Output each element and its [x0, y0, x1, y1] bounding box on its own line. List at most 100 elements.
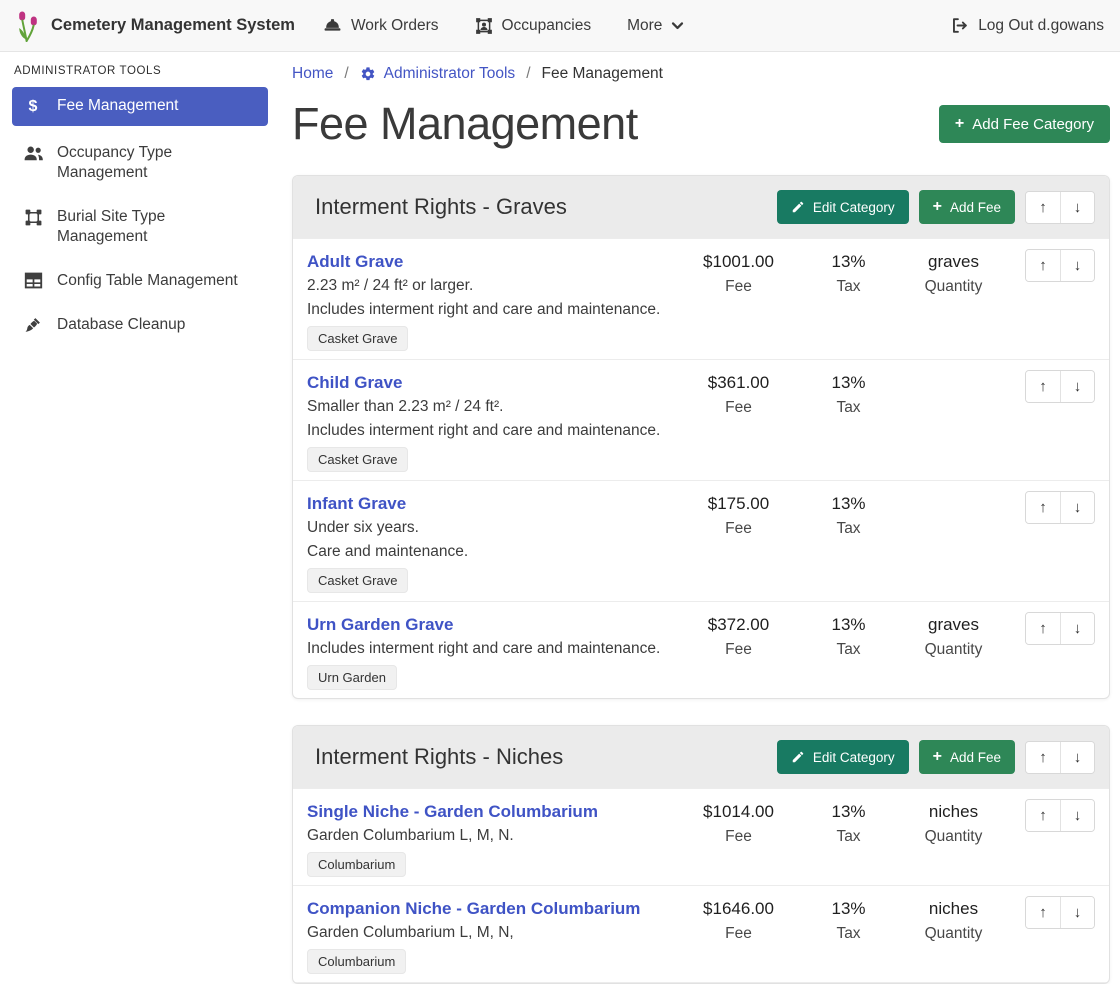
fee-rows: Single Niche - Garden Columbarium Garden… [293, 788, 1109, 983]
fee-badges: Casket Grave [307, 568, 676, 593]
fee-amount-label: Fee [725, 278, 752, 295]
add-fee-button[interactable]: + Add Fee [918, 190, 1015, 224]
fee-amount-label: Fee [725, 925, 752, 942]
fee-type-badge: Casket Grave [307, 447, 409, 472]
move-category-up-button[interactable]: ↑ [1026, 191, 1060, 223]
move-fee-up-button[interactable]: ↑ [1026, 371, 1060, 402]
add-fee-category-button[interactable]: + Add Fee Category [938, 105, 1110, 143]
breadcrumb-home-link[interactable]: Home [292, 65, 333, 83]
tax-label: Tax [836, 399, 861, 416]
fee-amount-column: $1646.00 Fee [676, 896, 801, 945]
nav-item-work-orders[interactable]: Work Orders [323, 16, 439, 35]
table-icon [22, 272, 44, 289]
logout-label: Log Out d.gowans [978, 16, 1104, 34]
quantity-column [896, 491, 1011, 494]
fee-amount-label: Fee [725, 828, 752, 845]
category-title: Interment Rights - Graves [315, 194, 567, 219]
logout-button[interactable]: Log Out d.gowans [950, 16, 1104, 35]
nav-item-more[interactable]: More [627, 17, 684, 35]
fee-name-link[interactable]: Urn Garden Grave [307, 615, 454, 634]
top-navbar: Cemetery Management System Work Orders [0, 0, 1120, 52]
breadcrumb-admin-tools-link[interactable]: Administrator Tools [360, 65, 516, 83]
tax-column: 13% Tax [801, 370, 896, 419]
fee-name-link[interactable]: Child Grave [307, 373, 403, 392]
fee-type-badge: Casket Grave [307, 568, 409, 593]
page-title: Fee Management [292, 98, 638, 149]
move-fee-down-button[interactable]: ↓ [1060, 492, 1094, 523]
fee-amount-column: $372.00 Fee [676, 612, 801, 661]
move-fee-down-button[interactable]: ↓ [1060, 613, 1094, 644]
page-header: Fee Management + Add Fee Category [292, 97, 1110, 151]
fee-badges: Urn Garden [307, 665, 676, 690]
vector-square-icon [22, 208, 44, 227]
fee-type-badge: Columbarium [307, 852, 407, 877]
sidebar-item-database-cleanup[interactable]: Database Cleanup [12, 308, 268, 342]
sidebar-item-burial-site-type-management[interactable]: Burial Site Type Management [12, 200, 268, 254]
hard-hat-icon [323, 16, 342, 35]
fee-info: Child Grave Smaller than 2.23 m² / 24 ft… [307, 370, 676, 472]
move-category-up-button[interactable]: ↑ [1026, 741, 1060, 773]
move-fee-down-button[interactable]: ↓ [1060, 800, 1094, 831]
quantity-column: niches Quantity [896, 799, 1011, 848]
app-brand[interactable]: Cemetery Management System [16, 9, 295, 43]
fee-amount-column: $175.00 Fee [676, 491, 801, 540]
chevron-down-icon [671, 19, 684, 32]
move-fee-down-button[interactable]: ↓ [1060, 897, 1094, 928]
category-header: Interment Rights - Graves Edit Category … [293, 176, 1109, 238]
sidebar-item-fee-management[interactable]: $ Fee Management [12, 87, 268, 126]
fee-amount: $1001.00 [703, 252, 774, 271]
edit-category-button[interactable]: Edit Category [776, 190, 909, 224]
fee-row: Child Grave Smaller than 2.23 m² / 24 ft… [293, 359, 1109, 480]
edit-category-button[interactable]: Edit Category [776, 740, 909, 774]
move-fee-up-button[interactable]: ↑ [1026, 613, 1060, 644]
fee-amount: $372.00 [707, 615, 770, 634]
fee-row: Companion Niche - Garden Columbarium Gar… [293, 885, 1109, 983]
fee-name-link[interactable]: Companion Niche - Garden Columbarium [307, 899, 641, 918]
tax-rate: 13% [831, 615, 866, 634]
quantity-label: Quantity [924, 641, 983, 658]
category-title: Interment Rights - Niches [315, 744, 564, 769]
plus-icon: + [954, 115, 965, 132]
quantity-unit: graves [927, 615, 980, 634]
fee-descriptions: Garden Columbarium L, M, N. [307, 825, 676, 847]
move-fee-up-button[interactable]: ↑ [1026, 250, 1060, 281]
plus-icon: + [932, 198, 942, 215]
tax-label: Tax [836, 641, 861, 658]
fee-type-badge: Urn Garden [307, 665, 397, 690]
fee-name-link[interactable]: Infant Grave [307, 494, 407, 513]
move-fee-down-button[interactable]: ↓ [1060, 250, 1094, 281]
add-fee-button[interactable]: + Add Fee [918, 740, 1015, 774]
fee-rows: Adult Grave 2.23 m² / 24 ft² or larger. I… [293, 238, 1109, 698]
fee-reorder-controls: ↑ ↓ [1025, 370, 1095, 403]
move-category-down-button[interactable]: ↓ [1060, 741, 1094, 773]
move-fee-up-button[interactable]: ↑ [1026, 897, 1060, 928]
fee-description: Smaller than 2.23 m² / 24 ft². [307, 398, 504, 415]
fee-info: Companion Niche - Garden Columbarium Gar… [307, 896, 676, 974]
move-fee-down-button[interactable]: ↓ [1060, 371, 1094, 402]
fee-name-link[interactable]: Single Niche - Garden Columbarium [307, 802, 598, 821]
sidebar-item-config-table-management[interactable]: Config Table Management [12, 264, 268, 298]
sidebar: ADMINISTRATOR TOOLS $ Fee Management Occ… [0, 52, 280, 352]
move-category-down-button[interactable]: ↓ [1060, 191, 1094, 223]
tax-rate: 13% [831, 373, 866, 392]
move-fee-up-button[interactable]: ↑ [1026, 800, 1060, 831]
fee-description: Garden Columbarium L, M, N, [307, 924, 514, 941]
add-fee-label: Add Fee [949, 199, 1001, 215]
fee-description: Includes interment right and care and ma… [307, 640, 661, 657]
breadcrumb-separator: / [526, 65, 531, 82]
sidebar-item-label: Fee Management [57, 97, 179, 114]
category-reorder-controls: ↑ ↓ [1025, 740, 1095, 774]
breadcrumb-label: Administrator Tools [383, 65, 516, 82]
tax-column: 13% Tax [801, 249, 896, 298]
fee-amount: $1014.00 [703, 802, 774, 821]
sidebar-item-occupancy-type-management[interactable]: Occupancy Type Management [12, 136, 268, 190]
pencil-icon [791, 200, 805, 214]
fee-name-link[interactable]: Adult Grave [307, 252, 404, 271]
move-fee-up-button[interactable]: ↑ [1026, 492, 1060, 523]
nav-item-label: Occupancies [501, 16, 592, 34]
fee-amount-column: $361.00 Fee [676, 370, 801, 419]
nav-item-occupancies[interactable]: Occupancies [475, 16, 592, 35]
broom-icon [22, 316, 44, 334]
app-title: Cemetery Management System [51, 16, 295, 34]
quantity-unit: niches [928, 899, 979, 918]
